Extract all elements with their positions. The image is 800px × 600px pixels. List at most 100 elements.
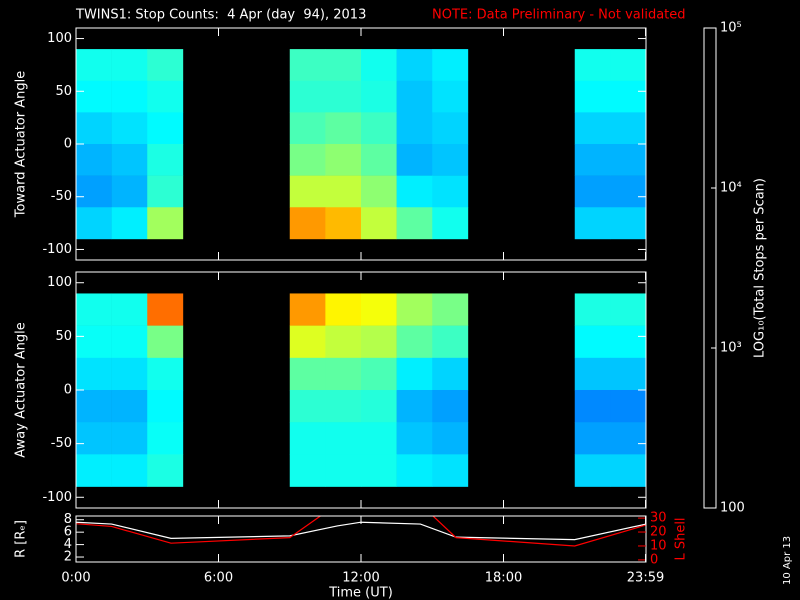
heatmap-cell bbox=[574, 422, 611, 455]
plot-area bbox=[76, 516, 646, 547]
y2-tick-label: 20 bbox=[650, 525, 667, 540]
heatmap-cell bbox=[325, 422, 362, 455]
heatmap-cell bbox=[147, 325, 184, 359]
heatmap-cell bbox=[325, 390, 362, 423]
heatmap-cell bbox=[76, 112, 112, 145]
heatmap-cell bbox=[76, 144, 112, 176]
heatmap-cell bbox=[396, 357, 433, 391]
heatmap-cell bbox=[361, 454, 397, 487]
x-axis-label: Time (UT) bbox=[328, 586, 393, 600]
heatmap-cell bbox=[325, 325, 362, 359]
heatmap-cell bbox=[289, 390, 326, 423]
y-tick-label: 6 bbox=[64, 525, 72, 540]
heatmap-cell bbox=[147, 175, 184, 208]
date-stamp: 10 Apr 13 bbox=[782, 536, 793, 585]
heatmap-cell bbox=[432, 49, 469, 82]
heatmap-cell bbox=[111, 454, 148, 487]
heatmap-cell bbox=[361, 80, 397, 113]
heatmap-cell bbox=[289, 144, 326, 176]
heatmap-cell bbox=[76, 80, 112, 113]
heatmap-cell bbox=[361, 357, 397, 391]
series-line bbox=[76, 521, 646, 541]
heatmap-cell bbox=[111, 80, 148, 113]
heatmap-cell bbox=[396, 293, 433, 326]
heatmap-cell bbox=[325, 357, 362, 391]
heatmap-cell bbox=[574, 293, 611, 326]
heatmap-cell bbox=[325, 80, 362, 113]
heatmap-cell bbox=[396, 175, 433, 208]
heatmap-cell bbox=[432, 207, 469, 240]
heatmap-cell bbox=[325, 207, 362, 240]
y-tick-label: 50 bbox=[55, 329, 72, 344]
heatmap-cell bbox=[610, 357, 647, 391]
heatmap-cell bbox=[76, 49, 112, 82]
heatmap-cell bbox=[574, 175, 611, 208]
heatmap-cell bbox=[325, 144, 362, 176]
heatmap-cell bbox=[432, 325, 469, 359]
heatmap-cell bbox=[111, 293, 148, 326]
heatmap-cell bbox=[325, 175, 362, 208]
heatmap-cell bbox=[432, 422, 469, 455]
series-line bbox=[76, 516, 646, 547]
heatmap-cell bbox=[289, 112, 326, 145]
y-axis-label: R [Rₑ] bbox=[14, 520, 29, 558]
y-tick-label: 100 bbox=[47, 31, 72, 46]
heatmap-cell bbox=[574, 144, 611, 176]
y-tick-label: 0 bbox=[64, 383, 72, 398]
heatmap-cell bbox=[574, 207, 611, 240]
heatmap-cell bbox=[111, 390, 148, 423]
heatmap-cell bbox=[610, 293, 647, 326]
heatmap-cell bbox=[361, 422, 397, 455]
x-tick-label: 12:00 bbox=[342, 571, 379, 586]
heatmap-cell bbox=[325, 454, 362, 487]
heatmap-cell bbox=[325, 293, 362, 326]
heatmap-cell bbox=[610, 144, 647, 176]
y-axis-label: Toward Actuator Angle bbox=[14, 71, 29, 218]
y-tick-label: -50 bbox=[51, 436, 72, 451]
y2-tick-label: 10 bbox=[650, 538, 667, 553]
heatmap-cell bbox=[432, 357, 469, 391]
note: NOTE: Data Preliminary - Not validated bbox=[432, 8, 686, 23]
heatmap-cell bbox=[396, 422, 433, 455]
heatmap-cell bbox=[76, 207, 112, 240]
heatmap-cell bbox=[396, 207, 433, 240]
heatmap-cell bbox=[396, 390, 433, 423]
heatmap-cell bbox=[361, 144, 397, 176]
colorbar-tick-label: 10⁴ bbox=[720, 181, 742, 196]
heatmap-cell bbox=[432, 454, 469, 487]
heatmap-cell bbox=[147, 80, 184, 113]
x-tick-label: 18:00 bbox=[485, 571, 522, 586]
heatmap-cell bbox=[610, 80, 647, 113]
heatmap-cell bbox=[76, 390, 112, 423]
heatmap-cell bbox=[610, 390, 647, 423]
heatmap-cell bbox=[574, 112, 611, 145]
heatmap-cell bbox=[610, 325, 647, 359]
heatmap-cell bbox=[610, 207, 647, 240]
heatmap-cell bbox=[396, 80, 433, 113]
heatmap-cell bbox=[289, 293, 326, 326]
y2-axis-label: L Shell bbox=[674, 517, 689, 560]
colorbar bbox=[703, 27, 717, 509]
heatmap-cell bbox=[610, 175, 647, 208]
heatmap-cell bbox=[289, 325, 326, 359]
heatmap-cell bbox=[147, 357, 184, 391]
y-tick-label: 8 bbox=[64, 512, 72, 527]
heatmap-cell bbox=[289, 80, 326, 113]
chart-title: TWINS1: Stop Counts: 4 Apr (day 94), 201… bbox=[75, 8, 366, 23]
heatmap-cell bbox=[432, 144, 469, 176]
heatmap-cell bbox=[147, 207, 184, 240]
heatmap-cell bbox=[147, 144, 184, 176]
heatmap-cell bbox=[147, 422, 184, 455]
heatmap-cell bbox=[147, 293, 184, 326]
y2-tick-label: 30 bbox=[650, 511, 667, 526]
y-tick-label: -100 bbox=[42, 242, 72, 257]
heatmap-cell bbox=[325, 112, 362, 145]
heatmap-cell bbox=[289, 175, 326, 208]
y-tick-label: 100 bbox=[47, 275, 72, 290]
heatmap-cell bbox=[111, 112, 148, 145]
heatmap-cell bbox=[396, 325, 433, 359]
heatmap-cell bbox=[147, 49, 184, 82]
heatmap-cell bbox=[289, 357, 326, 391]
